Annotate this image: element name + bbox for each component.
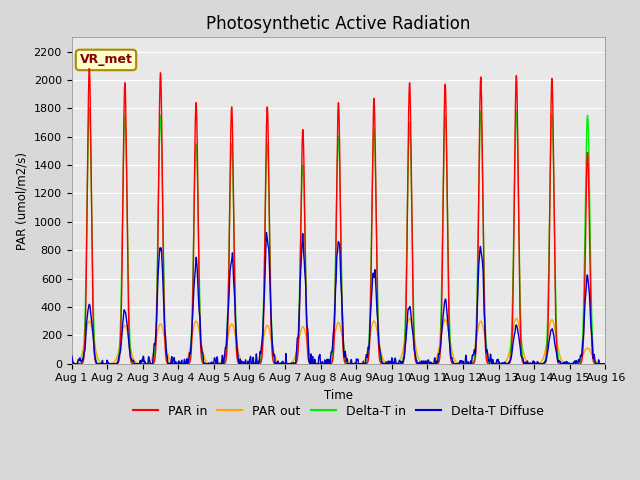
Legend: PAR in, PAR out, Delta-T in, Delta-T Diffuse: PAR in, PAR out, Delta-T in, Delta-T Dif… xyxy=(128,400,548,423)
X-axis label: Time: Time xyxy=(324,389,353,402)
Text: VR_met: VR_met xyxy=(79,53,132,66)
Title: Photosynthetic Active Radiation: Photosynthetic Active Radiation xyxy=(206,15,470,33)
Y-axis label: PAR (umol/m2/s): PAR (umol/m2/s) xyxy=(15,152,28,250)
